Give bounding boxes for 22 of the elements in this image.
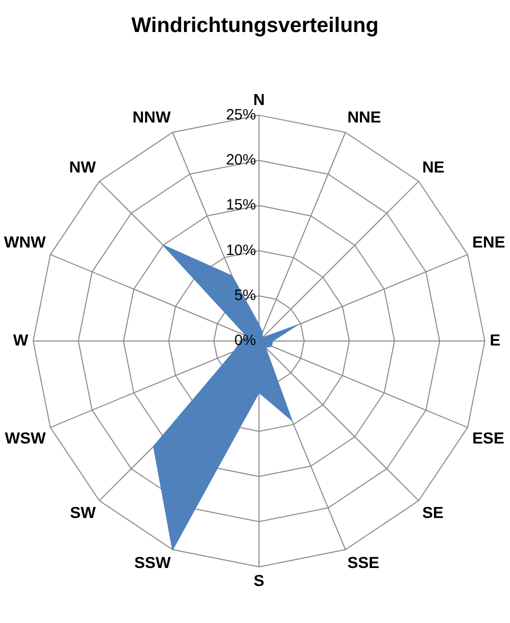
- spoke-label: SW: [70, 505, 97, 522]
- spoke-label: ENE: [472, 234, 506, 252]
- spoke-label: SSE: [347, 555, 380, 572]
- spoke-label: S: [254, 572, 265, 590]
- y-tick-label: 20%: [226, 151, 256, 168]
- spoke-label: E: [490, 332, 501, 350]
- spoke-label: N: [253, 92, 265, 109]
- spoke-label: NW: [69, 160, 97, 177]
- y-tick-label: 0%: [234, 332, 256, 350]
- spoke-label: NNE: [347, 110, 382, 127]
- spoke-label: W: [13, 332, 30, 350]
- chart-title: Windrichtungsverteilung: [130, 14, 380, 38]
- spoke-label: WSW: [4, 430, 47, 448]
- spoke-label: WNW: [4, 234, 47, 252]
- y-tick-label: 25%: [226, 106, 256, 124]
- spoke-label: NNW: [132, 110, 172, 127]
- spoke-label: NE: [422, 160, 445, 177]
- spoke-label: ESE: [472, 430, 505, 448]
- spoke-label: SSW: [134, 555, 172, 572]
- spoke-label: SE: [422, 505, 444, 522]
- y-tick-label: 10%: [226, 242, 256, 259]
- y-tick-label: 15%: [226, 196, 256, 214]
